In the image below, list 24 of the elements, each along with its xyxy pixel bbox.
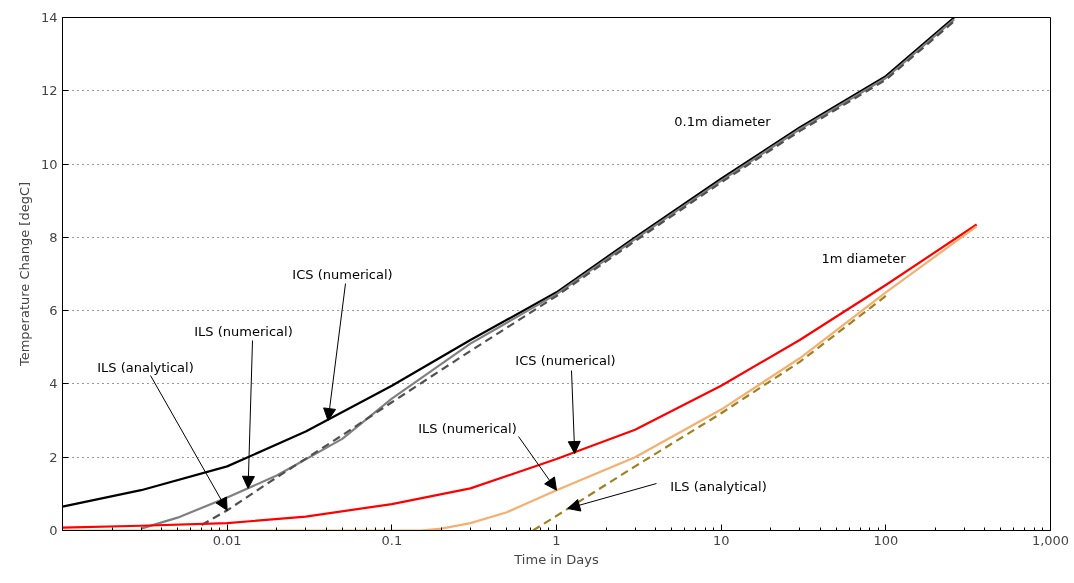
x-tick-label: 0.1 xyxy=(381,532,403,548)
y-tick-label: 6 xyxy=(49,303,58,319)
y-tick-label: 10 xyxy=(40,156,58,172)
x-tick-label: 10 xyxy=(712,532,730,548)
y-tick-label: 2 xyxy=(49,449,58,465)
x-axis-title: Time in Days xyxy=(513,551,599,567)
y-tick-label: 4 xyxy=(49,376,58,392)
annotation: ILS (numerical) xyxy=(418,421,517,436)
annotation: ILS (analytical) xyxy=(97,360,194,375)
annotation: ICS (numerical) xyxy=(515,353,616,368)
annotation: 0.1m diameter xyxy=(674,114,772,129)
annotation: ICS (numerical) xyxy=(292,267,393,282)
x-tick-label: 0.01 xyxy=(212,532,242,548)
y-tick-label: 12 xyxy=(40,83,58,99)
y-tick-label: 14 xyxy=(40,10,58,25)
x-tick-label: 1,000 xyxy=(1031,532,1070,548)
x-tick-label: 1 xyxy=(552,532,561,548)
y-tick-label: 8 xyxy=(49,229,58,245)
annotation: ILS (numerical) xyxy=(194,324,293,339)
annotation: 1m diameter xyxy=(821,251,907,266)
y-tick-label: 0 xyxy=(49,523,58,538)
y-axis-title: Temperature Change [degC] xyxy=(16,181,32,368)
annotation: ILS (analytical) xyxy=(670,479,767,494)
x-tick-label: 100 xyxy=(873,532,899,548)
